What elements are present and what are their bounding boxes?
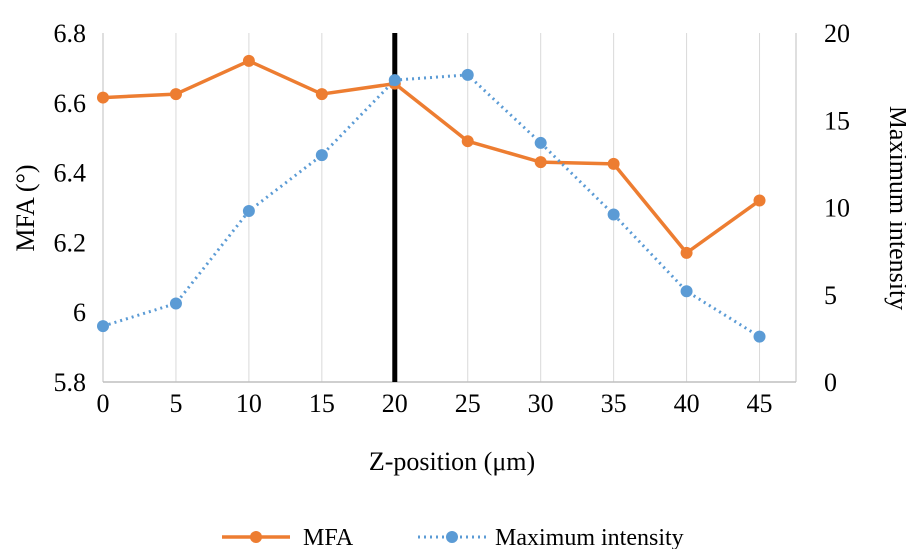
y-right-tick-label: 10 — [824, 194, 850, 223]
y-left-tick-label: 5.8 — [54, 368, 87, 397]
series-line-maximum-intensity — [102, 73, 761, 338]
x-tick-labels: 0 5 10 15 20 25 30 35 40 45 — [97, 389, 773, 418]
y-left-tick-label: 6 — [73, 298, 86, 327]
y-left-tick-label: 6.6 — [54, 89, 87, 118]
legend-marker-maximum-intensity — [446, 531, 458, 543]
x-tick-label: 20 — [382, 389, 408, 418]
y-left-axis-title: MFA (°) — [11, 164, 40, 251]
x-axis-title: Z-position (μm) — [369, 447, 535, 476]
data-point-mfa — [607, 157, 620, 170]
y-left-tick-label: 6.8 — [54, 19, 87, 48]
y-right-tick-labels: 0 5 10 15 20 — [824, 19, 850, 397]
x-tick-label: 45 — [747, 389, 773, 418]
legend: MFA Maximum intensity — [222, 525, 684, 549]
data-point-mfa — [97, 91, 109, 104]
x-tick-label: 30 — [528, 389, 554, 418]
y-right-tick-label: 5 — [824, 281, 837, 310]
x-tick-label: 40 — [674, 389, 700, 418]
legend-label-maximum-intensity: Maximum intensity — [495, 525, 684, 549]
legend-item-maximum-intensity: Maximum intensity — [418, 525, 684, 549]
legend-marker-mfa — [250, 531, 262, 543]
x-tick-label: 35 — [601, 389, 627, 418]
x-tick-label: 10 — [236, 389, 262, 418]
y-right-tick-label: 0 — [824, 368, 837, 397]
data-point-mfa — [534, 156, 547, 169]
data-point-maximum-intensity — [97, 320, 109, 333]
data-point-maximum-intensity — [607, 208, 620, 221]
data-point-maximum-intensity — [242, 204, 255, 217]
y-left-tick-label: 6.2 — [54, 228, 87, 257]
data-point-mfa — [169, 88, 182, 101]
x-tick-label: 15 — [309, 389, 335, 418]
data-point-maximum-intensity — [169, 297, 182, 310]
y-left-tick-labels: 5.8 6 6.2 6.4 6.6 6.8 — [54, 19, 87, 397]
series-line-mfa — [102, 59, 761, 255]
y-right-tick-label: 15 — [824, 106, 850, 135]
data-point-maximum-intensity — [461, 68, 474, 81]
data-point-mfa — [315, 88, 328, 101]
data-point-mfa — [461, 135, 474, 148]
x-tick-label: 5 — [169, 389, 182, 418]
series-layer — [97, 54, 766, 343]
y-right-axis-title: Maximum intensity — [884, 106, 906, 310]
data-point-maximum-intensity — [753, 330, 766, 343]
data-point-maximum-intensity — [680, 285, 693, 298]
y-right-tick-label: 20 — [824, 19, 850, 48]
data-point-maximum-intensity — [534, 136, 547, 149]
data-point-mfa — [680, 246, 693, 259]
legend-item-mfa: MFA — [222, 525, 354, 549]
x-tick-label: 25 — [455, 389, 481, 418]
data-point-maximum-intensity — [388, 74, 401, 87]
y-left-tick-label: 6.4 — [54, 159, 87, 188]
data-point-mfa — [242, 54, 255, 67]
grid — [175, 33, 761, 382]
x-tick-label: 0 — [97, 389, 110, 418]
data-point-mfa — [753, 194, 766, 207]
data-point-maximum-intensity — [315, 149, 328, 162]
legend-label-mfa: MFA — [303, 525, 354, 549]
